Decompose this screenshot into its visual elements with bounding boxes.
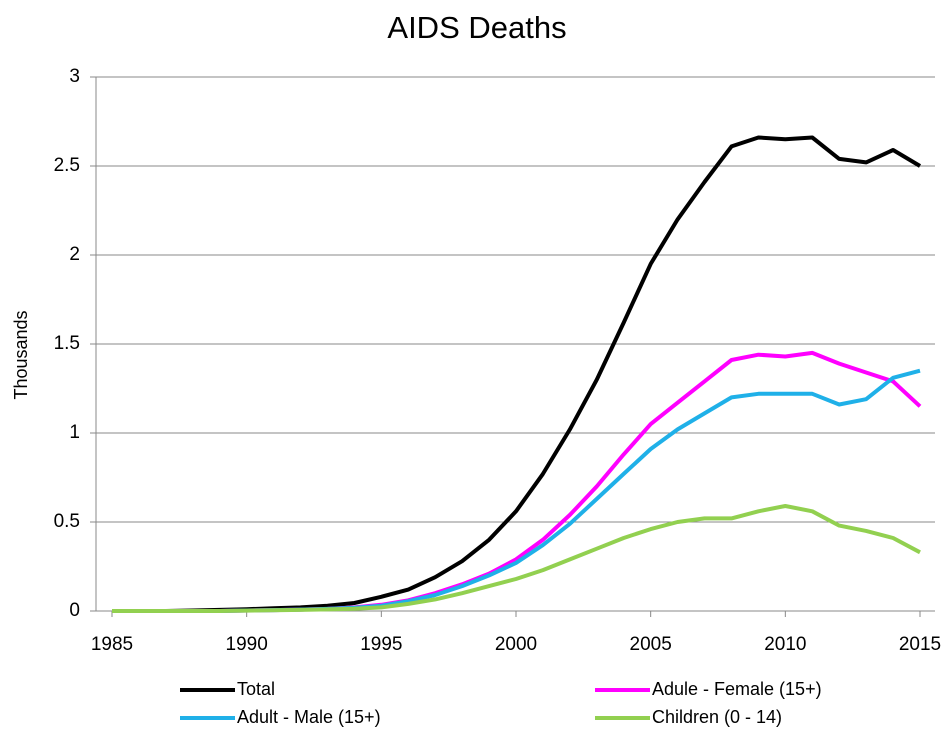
y-tick-label: 1 bbox=[69, 422, 80, 443]
y-tick-label: 2 bbox=[69, 244, 80, 265]
y-tick-label: 3 bbox=[69, 66, 80, 87]
x-tick-label: 2010 bbox=[764, 634, 806, 655]
series-line bbox=[112, 504, 921, 613]
y-tick-label: 0 bbox=[69, 600, 80, 621]
x-tick-label: 1985 bbox=[91, 634, 133, 655]
y-tick-label: 0.5 bbox=[54, 511, 80, 532]
x-tick-label: 2000 bbox=[495, 634, 537, 655]
series-line bbox=[112, 135, 922, 613]
chart-title: AIDS Deaths bbox=[387, 10, 566, 45]
y-axis-label: Thousands bbox=[11, 310, 31, 399]
y-tick-label: 1.5 bbox=[54, 333, 80, 354]
x-tick-label: 1990 bbox=[226, 634, 268, 655]
series-line bbox=[112, 350, 922, 613]
x-tick-label: 2015 bbox=[899, 634, 941, 655]
legend-label: Total bbox=[237, 679, 275, 699]
x-tick-label: 2005 bbox=[630, 634, 672, 655]
y-tick-label: 2.5 bbox=[54, 155, 80, 176]
x-tick-label: 1995 bbox=[360, 634, 402, 655]
legend-label: Adult - Male (15+) bbox=[237, 707, 381, 727]
legend-label: Adule - Female (15+) bbox=[652, 679, 822, 699]
legend-label: Children (0 - 14) bbox=[652, 707, 782, 727]
series-line bbox=[112, 368, 921, 613]
